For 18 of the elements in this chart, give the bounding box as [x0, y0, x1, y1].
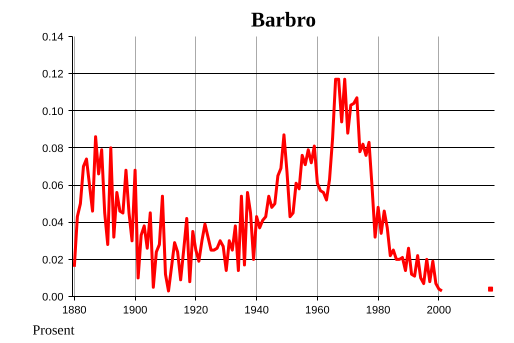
- x-tick-label: 1940: [244, 304, 269, 316]
- x-tick-label: 1960: [305, 304, 330, 316]
- x-tick-label: 1900: [122, 304, 148, 316]
- y-tick-label: 0.10: [42, 106, 64, 118]
- y-tick-label: 0.06: [42, 180, 64, 192]
- x-tick-label: 1880: [62, 304, 87, 316]
- y-tick-label: 0.00: [42, 292, 64, 304]
- y-tick-label: 0.14: [42, 32, 64, 44]
- y-tick-label: 0.08: [42, 142, 64, 155]
- y-tick-label: 0.12: [42, 68, 64, 81]
- line-series: [72, 78, 444, 292]
- x-tick-label: 2000: [426, 304, 452, 316]
- x-tick-label: 1920: [184, 304, 208, 316]
- y-tick-label: 0.04: [42, 217, 64, 230]
- y-axis-title: Prosent: [32, 324, 75, 338]
- chart-title: Barbro: [251, 8, 316, 32]
- y-tick-label: 0.02: [42, 254, 64, 266]
- x-tick-label: 1980: [366, 304, 390, 316]
